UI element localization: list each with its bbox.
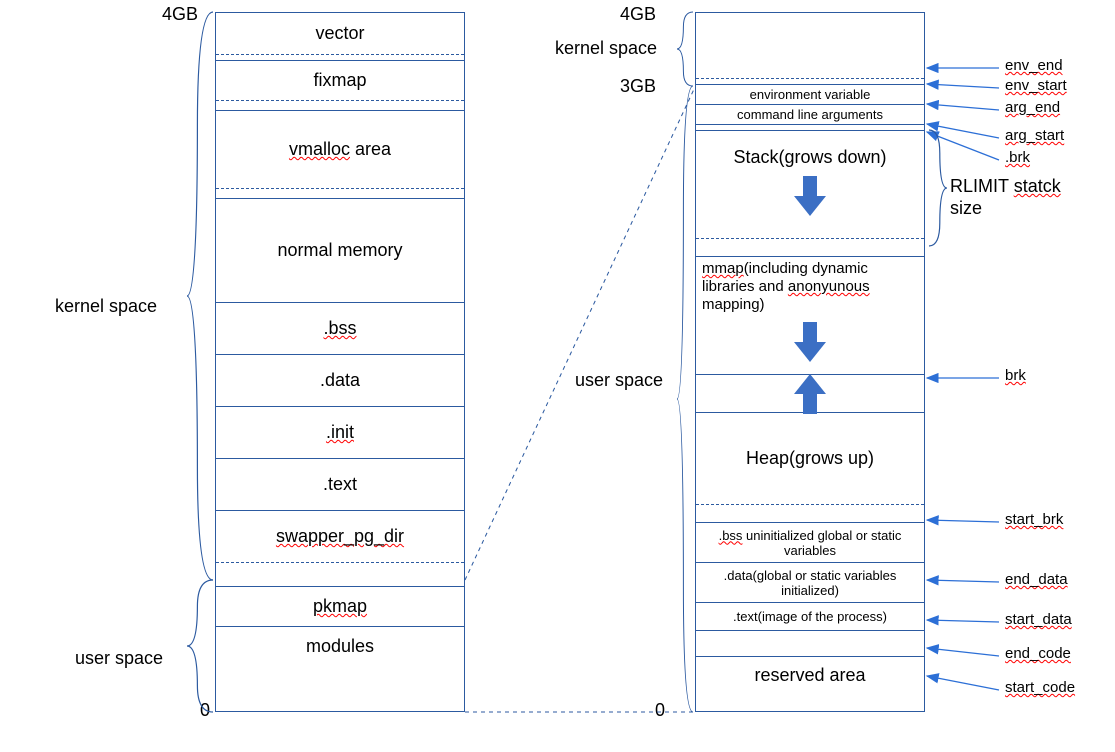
pointer-label-8: start_data [1005,611,1072,628]
right-row-7: mmap(including dynamic libraries and ano… [696,257,924,375]
right-row-10 [696,505,924,523]
left-bottom-marker: 0 [200,700,210,721]
left-row-10: .text [216,459,464,511]
right-kernel-label: kernel space [555,38,657,59]
right-row-12: .data(global or static variables initial… [696,563,924,603]
pointer-label-7: end_data [1005,571,1068,588]
memory-layout-diagram: 4GB 0 kernel space user space vector fixm… [0,0,1115,752]
right-row-6 [696,239,924,257]
pointer-label-0: env_end [1005,57,1063,74]
right-row-11: .bss uninitialized global or static vari… [696,523,924,563]
left-row-6: normal memory [216,199,464,303]
left-row-12 [216,563,464,587]
right-row-3: command line arguments [696,105,924,125]
pointer-label-9: end_code [1005,645,1071,662]
pointer-label-5: brk [1005,367,1026,384]
overlay-svg [0,0,1115,752]
left-row-9: .init [216,407,464,459]
left-row-4: vmalloc area [216,111,464,189]
left-row-7: .bss [216,303,464,355]
left-row-13: pkmap [216,587,464,627]
arrow-down-icon [790,174,830,223]
right-row-9: Heap(grows up) [696,413,924,505]
right-row-5: Stack(grows down) [696,131,924,239]
right-3gb-marker: 3GB [620,76,656,97]
left-kernel-label: kernel space [55,296,157,317]
left-row-3 [216,101,464,111]
right-row-13: .text(image of the process) [696,603,924,631]
left-user-label: user space [75,648,163,669]
right-row-14 [696,631,924,657]
left-row-2: fixmap [216,61,464,101]
right-user-label: user space [575,370,663,391]
left-row-5 [216,189,464,199]
left-row-8: .data [216,355,464,407]
right-row-2: environment variable [696,85,924,105]
pointer-label-4: .brk [1005,149,1030,166]
left-memory-box: vector fixmap vmalloc area normal memory.bs… [215,12,465,712]
left-row-11: swapper_pg_dir [216,511,464,563]
right-memory-box: environment variablecommand line argumen… [695,12,925,712]
right-row-8 [696,375,924,413]
pointer-label-10: start_code [1005,679,1075,696]
right-top-marker: 4GB [620,4,656,25]
left-top-marker: 4GB [162,4,198,25]
pointer-label-2: arg_end [1005,99,1060,116]
pointer-label-6: start_brk [1005,511,1063,528]
right-row-15: reserved area [696,657,924,693]
right-row-0 [696,13,924,79]
pointer-label-1: env_start [1005,77,1067,94]
left-row-0: vector [216,13,464,55]
rlimit-label: RLIMIT statck size [950,176,1090,219]
arrow-down-icon [790,320,830,369]
right-bottom-marker: 0 [655,700,665,721]
left-row-14: modules [216,627,464,665]
pointer-label-3: arg_start [1005,127,1064,144]
